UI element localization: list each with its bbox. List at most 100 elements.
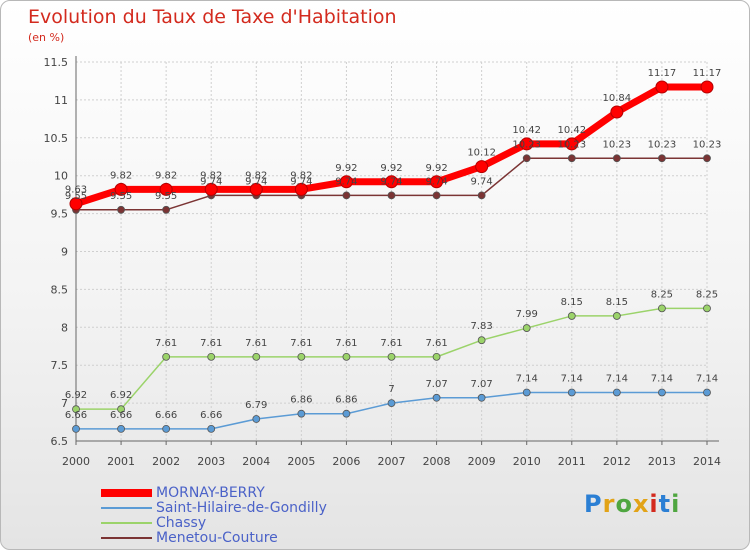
data-label: 7.99 <box>516 309 538 320</box>
data-point <box>477 336 486 345</box>
data-point <box>475 160 489 174</box>
data-label: 9.55 <box>65 191 87 202</box>
data-point <box>387 352 396 361</box>
data-label: 9.92 <box>425 163 447 174</box>
data-point <box>297 352 306 361</box>
data-point <box>385 175 398 189</box>
x-tick-label: 2012 <box>603 455 631 468</box>
legend-label: MORNAY-BERRY <box>156 485 265 501</box>
data-label: 6.92 <box>65 390 87 401</box>
data-point <box>114 182 128 196</box>
x-tick-label: 2009 <box>468 455 496 468</box>
data-point <box>252 415 261 423</box>
data-point <box>207 352 216 361</box>
data-point <box>117 424 125 433</box>
x-tick-label: 2006 <box>332 455 360 468</box>
data-point <box>162 424 171 433</box>
data-point <box>658 388 666 397</box>
data-point <box>207 424 216 433</box>
data-label: 7.61 <box>335 338 357 349</box>
data-label: 6.86 <box>335 395 357 406</box>
data-label: 9.55 <box>110 191 132 202</box>
data-label: 8.15 <box>561 297 583 308</box>
x-tick-label: 2001 <box>107 455 135 468</box>
data-label: 10.23 <box>603 139 632 150</box>
data-label: 7.61 <box>425 338 447 349</box>
data-label: 9.82 <box>155 170 177 181</box>
x-tick-label: 2000 <box>62 455 90 468</box>
data-label: 7.61 <box>155 338 177 349</box>
x-tick-label: 2007 <box>378 455 406 468</box>
data-label: 9.74 <box>471 176 493 187</box>
data-point <box>658 154 666 163</box>
data-label: 7.61 <box>290 338 312 349</box>
legend-swatch <box>101 507 152 509</box>
data-point <box>117 205 125 214</box>
data-label: 6.66 <box>155 410 177 421</box>
data-point <box>700 80 714 94</box>
data-label: 6.79 <box>245 400 267 411</box>
data-point <box>430 175 444 189</box>
data-label: 6.86 <box>290 395 312 406</box>
data-label: 10.12 <box>467 148 496 159</box>
data-label: 9.92 <box>335 163 357 174</box>
data-point <box>432 191 441 200</box>
y-tick-label: 9 <box>61 246 68 259</box>
data-point <box>162 352 171 361</box>
y-tick-label: 7.5 <box>51 359 69 372</box>
y-tick-label: 11.5 <box>44 56 69 69</box>
data-label: 8.25 <box>651 289 673 300</box>
data-point <box>612 388 621 397</box>
x-tick-label: 2011 <box>558 455 586 468</box>
legend-swatch <box>101 522 152 524</box>
x-tick-label: 2002 <box>152 455 180 468</box>
y-tick-label: 6.5 <box>51 435 69 448</box>
data-label: 10.42 <box>512 125 541 136</box>
data-point <box>249 182 263 196</box>
logo-letter: i <box>649 490 659 518</box>
data-point <box>520 137 534 151</box>
legend-label: Saint-Hilaire-de-Gondilly <box>156 500 327 516</box>
data-point <box>522 154 531 163</box>
data-point <box>252 352 261 361</box>
data-label: 7 <box>388 384 394 395</box>
data-label: 9.74 <box>245 176 267 187</box>
data-point <box>610 105 624 119</box>
y-tick-label: 10.5 <box>44 132 69 145</box>
data-point <box>342 352 351 361</box>
data-point <box>297 409 306 418</box>
data-label: 7.07 <box>471 379 493 390</box>
data-label: 7.07 <box>425 379 447 390</box>
data-label: 7.14 <box>696 373 718 384</box>
data-point <box>69 197 83 211</box>
data-point <box>387 191 396 200</box>
logo-letter: r <box>602 490 616 518</box>
data-label: 10.23 <box>648 139 677 150</box>
data-point <box>567 154 576 163</box>
data-label: 7.14 <box>561 373 583 384</box>
data-point <box>294 182 308 196</box>
data-point <box>339 175 353 189</box>
y-tick-label: 8 <box>61 321 68 334</box>
data-label: 6.92 <box>110 390 132 401</box>
logo-letter: x <box>632 490 650 518</box>
x-tick-label: 2013 <box>648 455 676 468</box>
data-point <box>204 182 218 196</box>
data-label: 8.15 <box>606 297 628 308</box>
data-point <box>72 424 80 433</box>
data-point <box>117 405 125 414</box>
data-label: 8.25 <box>696 289 718 300</box>
data-label: 10.23 <box>512 139 541 150</box>
legend-swatch <box>101 489 152 497</box>
data-label: 9.92 <box>380 163 402 174</box>
data-label: 9.74 <box>335 176 357 187</box>
data-point <box>612 312 621 320</box>
data-label: 9.63 <box>65 185 87 196</box>
x-tick-label: 2003 <box>197 455 225 468</box>
chart-title: Evolution du Taux de Taxe d'Habitation <box>28 6 397 28</box>
data-point <box>655 80 669 94</box>
logo-letter: P <box>584 490 603 518</box>
data-point <box>703 388 711 397</box>
